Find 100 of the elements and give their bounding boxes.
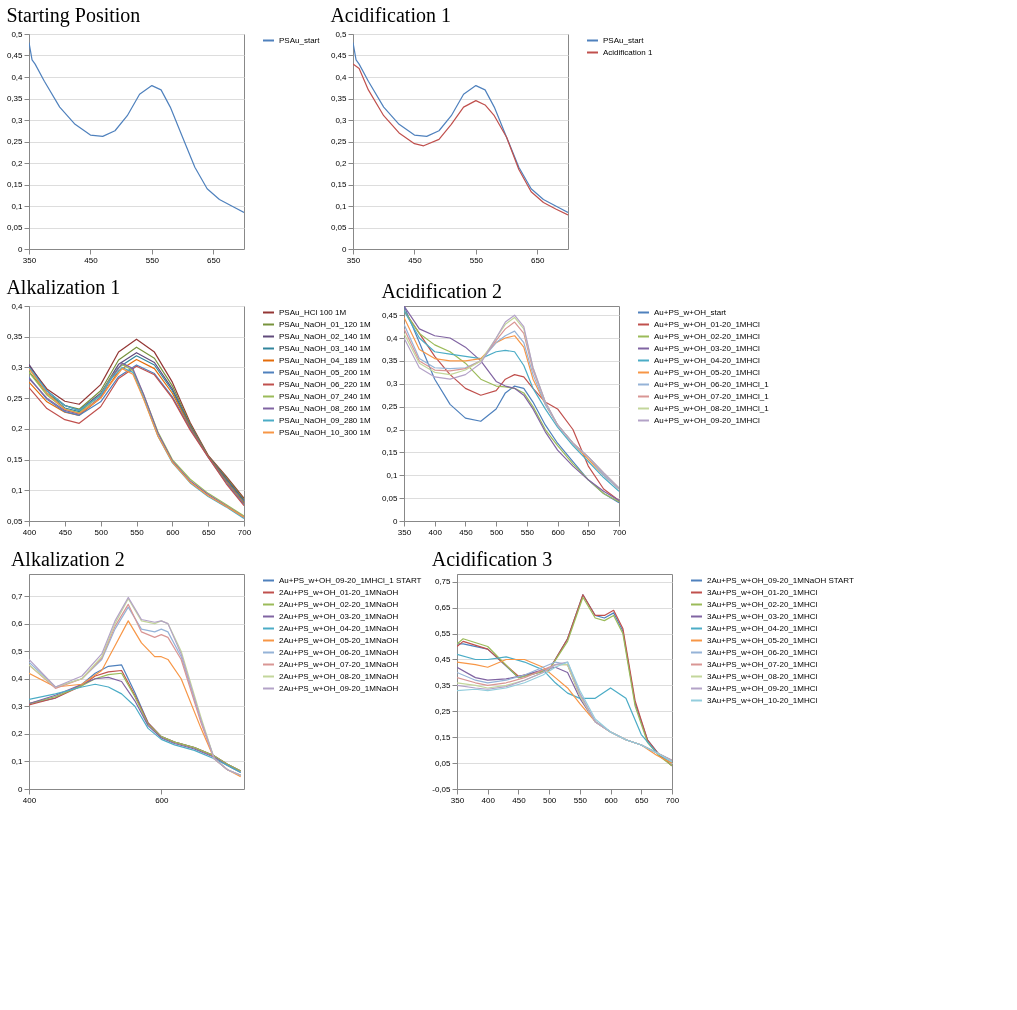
y-tick-label: 0,05 [381, 493, 399, 503]
legend-label: 2Au+PS_w+OH_08-20_1MNaOH [279, 671, 399, 681]
legend-label: Acidification 1 [603, 47, 653, 57]
legend-label: 2Au+PS_w+OH_02-20_1MNaOH [279, 599, 399, 609]
x-tick-label: 600 [604, 795, 619, 805]
x-tick-label: 500 [94, 527, 109, 537]
x-tick-label: 500 [542, 795, 557, 805]
legend-label: PSAu_start [603, 35, 645, 45]
y-tick-label: 0,7 [11, 591, 24, 601]
x-tick-label: 650 [201, 527, 216, 537]
y-tick-label: 0,4 [335, 72, 348, 82]
legend-label: PSAu_NaOH_05_200 1M [279, 367, 371, 377]
x-tick-label: 700 [612, 527, 627, 537]
y-tick-label: 0,25 [6, 393, 24, 403]
x-tick-label: 400 [481, 795, 496, 805]
y-tick-label: 0,3 [11, 701, 24, 711]
x-tick-label: 350 [397, 527, 412, 537]
y-tick-label: 0 [18, 244, 24, 254]
legend-label: PSAu_NaOH_03_140 1M [279, 343, 371, 353]
legend-label: PSAu_NaOH_08_260 1M [279, 403, 371, 413]
legend-label: Au+PS_w+OH_08-20_1MHCl_1 [654, 403, 770, 413]
legend-label: PSAu_NaOH_04_189 1M [279, 355, 371, 365]
y-tick-label: 0 [342, 244, 348, 254]
x-tick-label: 350 [450, 795, 465, 805]
x-tick-label: 400 [22, 795, 37, 805]
y-tick-label: 0,2 [335, 158, 348, 168]
y-tick-label: 0,1 [11, 201, 24, 211]
y-tick-label: 0,3 [386, 379, 399, 389]
x-tick-label: 600 [166, 527, 181, 537]
y-tick-label: 0,35 [6, 94, 24, 103]
x-tick-label: 550 [145, 255, 160, 265]
y-tick-label: 0,45 [6, 51, 24, 60]
legend-label: Au+PS_w+OH_03-20_1MHCl [654, 343, 761, 353]
legend-label: PSAu_NaOH_07_240 1M [279, 391, 371, 401]
y-tick-label: 0,05 [6, 516, 24, 526]
legend-label: 3Au+PS_w+OH_03-20_1MHCl [707, 611, 818, 621]
legend-label: Au+PS_w+OH_start [654, 307, 727, 317]
y-tick-label: 0,2 [11, 158, 24, 168]
y-tick-label: 0,15 [434, 732, 452, 742]
x-tick-label: 550 [573, 795, 588, 805]
legend-label: 2Au+PS_w+OH_04-20_1MNaOH [279, 623, 399, 633]
x-tick-label: 450 [58, 527, 73, 537]
y-tick-label: 0,55 [434, 629, 452, 639]
legend-label: PSAu_NaOH_10_300 1M [279, 427, 371, 437]
legend-label: 3Au+PS_w+OH_09-20_1MHCl [707, 683, 818, 693]
legend-label: 2Au+PS_w+OH_03-20_1MNaOH [279, 611, 399, 621]
x-tick-label: 550 [520, 527, 535, 537]
y-tick-label: 0,2 [11, 729, 24, 739]
y-tick-label: 0,35 [6, 332, 24, 342]
x-tick-label: 650 [207, 255, 221, 265]
legend-label: 2Au+PS_w+OH_09-20_1MNaOH START [707, 575, 854, 585]
y-tick-label: 0,3 [335, 115, 348, 125]
y-tick-label: 0,4 [386, 333, 399, 343]
x-tick-label: 600 [551, 527, 566, 537]
y-tick-label: 0,4 [11, 301, 24, 311]
x-tick-label: 450 [84, 255, 99, 265]
legend-label: 3Au+PS_w+OH_08-20_1MHCl [707, 671, 818, 681]
legend-label: Au+PS_w+OH_02-20_1MHCl [654, 331, 761, 341]
legend-label: Au+PS_w+OH_04-20_1MHCl [654, 355, 761, 365]
y-tick-label: 0,35 [381, 356, 399, 366]
legend-label: PSAu_NaOH_02_140 1M [279, 331, 371, 341]
y-tick-label: 0,35 [434, 680, 452, 690]
legend-label: 3Au+PS_w+OH_01-20_1MHCl [707, 587, 818, 597]
y-tick-label: 0,3 [11, 115, 24, 125]
y-tick-label: 0,4 [11, 674, 24, 684]
x-tick-label: 700 [665, 795, 680, 805]
y-tick-label: 0 [393, 516, 399, 526]
y-tick-label: 0 [18, 784, 24, 794]
y-tick-label: 0,75 [434, 577, 452, 587]
legend-label: 2Au+PS_w+OH_01-20_1MNaOH [279, 587, 399, 597]
y-tick-label: -0,05 [432, 784, 452, 794]
legend-label: Au+PS_w+OH_01-20_1MHCl [654, 319, 761, 329]
y-tick-label: 0,45 [330, 51, 348, 60]
legend-label: 3Au+PS_w+OH_05-20_1MHCl [707, 635, 818, 645]
y-tick-label: 0,25 [330, 137, 348, 146]
y-tick-label: 0,05 [434, 758, 452, 768]
y-tick-label: 0,5 [11, 29, 24, 39]
x-tick-label: 450 [408, 255, 423, 265]
y-tick-label: 0,1 [335, 201, 348, 211]
legend-label: 2Au+PS_w+OH_09-20_1MNaOH [279, 683, 399, 693]
legend-label: PSAu_NaOH_06_220 1M [279, 379, 371, 389]
legend-label: 3Au+PS_w+OH_04-20_1MHCl [707, 623, 818, 633]
legend-label: PSAu_start [279, 35, 321, 45]
legend-label: Au+PS_w+OH_09-20_1MHCl_1 START [279, 575, 422, 585]
chart-title: Alkalization 1 [6, 276, 121, 298]
y-tick-label: 0,2 [386, 425, 399, 435]
y-tick-label: 0,65 [434, 603, 452, 613]
legend-label: PSAu_NaOH_09_280 1M [279, 415, 371, 425]
y-tick-label: 0,1 [11, 756, 24, 766]
legend-label: Au+PS_w+OH_05-20_1MHCl [654, 367, 761, 377]
y-tick-label: 0,15 [6, 180, 24, 189]
y-tick-label: 0,05 [6, 223, 24, 232]
chart-title: Starting Position [6, 4, 141, 27]
x-tick-label: 350 [346, 255, 361, 265]
legend-label: 3Au+PS_w+OH_10-20_1MHCl [707, 695, 818, 705]
x-tick-label: 650 [635, 795, 649, 805]
x-tick-label: 400 [22, 527, 37, 537]
y-tick-label: 0,4 [11, 72, 24, 82]
legend-label: 3Au+PS_w+OH_02-20_1MHCl [707, 599, 818, 609]
x-tick-label: 500 [489, 527, 504, 537]
